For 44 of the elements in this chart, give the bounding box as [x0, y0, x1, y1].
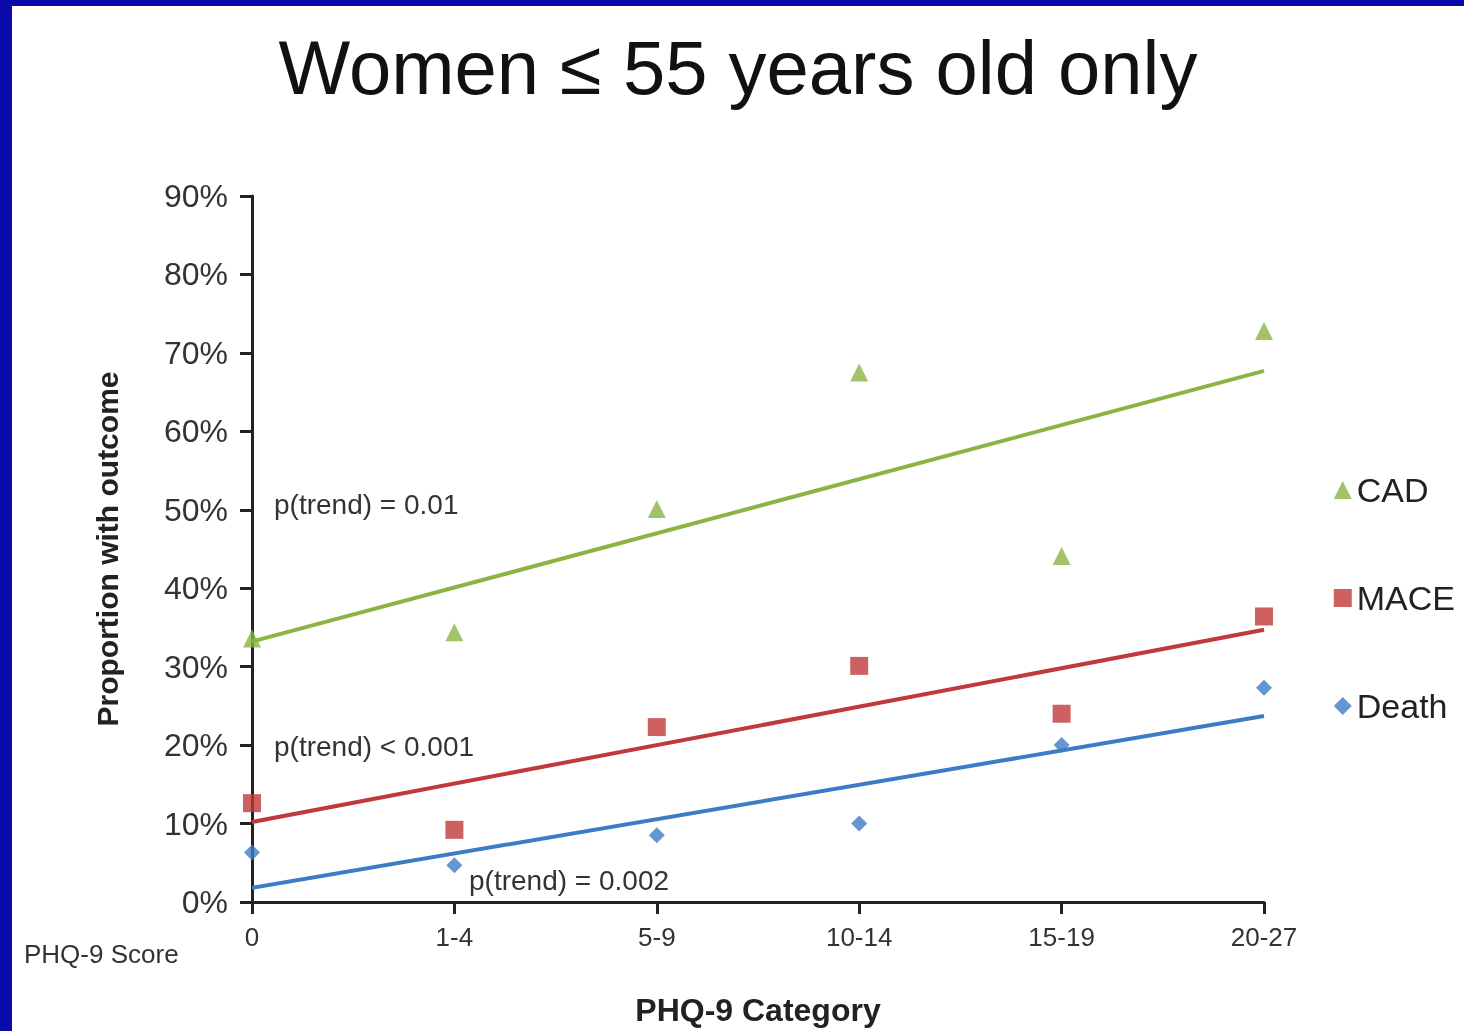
point	[1053, 737, 1070, 754]
x-tick-label: 1-4	[435, 922, 474, 952]
x-tick-label: 15-19	[1028, 922, 1095, 952]
y-tick-label: 40%	[163, 570, 228, 607]
point	[648, 827, 665, 844]
point	[243, 794, 261, 813]
point	[446, 857, 463, 874]
point	[243, 629, 261, 648]
point	[445, 623, 464, 642]
y-tick-label: 90%	[163, 178, 228, 214]
point	[647, 499, 666, 518]
y-tick-label: 50%	[163, 491, 228, 528]
point	[1256, 679, 1272, 696]
point	[1052, 704, 1071, 723]
point	[445, 820, 464, 839]
legend-label: MACE	[1356, 579, 1455, 617]
annotation: p(trend) = 0.002	[469, 864, 670, 896]
x-tick-label: 0	[244, 922, 260, 952]
point	[851, 815, 868, 832]
text: PHQ-9 Score	[24, 939, 179, 969]
y-tick-label: 60%	[163, 413, 228, 450]
point	[647, 718, 666, 737]
point	[1255, 607, 1273, 626]
point	[244, 844, 260, 861]
y-axis-title: Proportion with outcome	[90, 371, 124, 727]
legend-label: Death	[1356, 687, 1448, 725]
x-tick-label: 20-27	[1230, 922, 1298, 952]
y-tick-label: 80%	[163, 256, 228, 293]
annotation: p(trend) < 0.001	[274, 730, 475, 762]
y-tick-label: 20%	[163, 727, 228, 764]
point	[1052, 547, 1071, 566]
point	[850, 656, 869, 675]
legend-label: CAD	[1356, 471, 1429, 509]
point	[1255, 321, 1273, 340]
y-tick-label: 0%	[181, 884, 228, 920]
chart-title: Women ≤ 55 years old only	[278, 24, 1198, 110]
y-tick-label: 30%	[163, 648, 228, 685]
x-axis-title: PHQ-9 Category	[635, 992, 881, 1028]
point	[850, 363, 869, 382]
x-tick-label: 5-9	[638, 922, 676, 952]
annotation: p(trend) = 0.01	[274, 488, 459, 520]
x-tick-label: 10-14	[825, 922, 893, 952]
y-tick-label: 70%	[163, 334, 228, 371]
y-tick-label: 10%	[163, 805, 228, 842]
